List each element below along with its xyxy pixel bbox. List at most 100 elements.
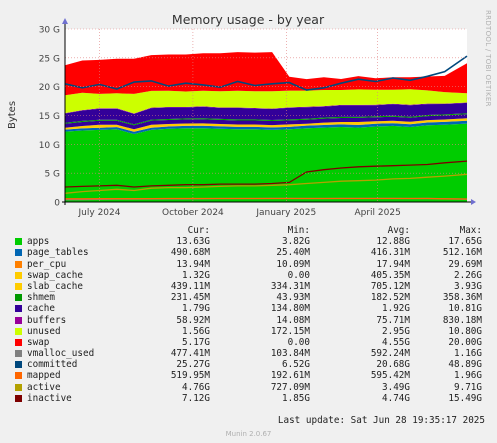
x-tick-label: July 2024 <box>78 208 121 218</box>
legend-min-value: 3.82G <box>282 236 310 248</box>
legend-label: committed <box>27 359 78 371</box>
legend-avg-value: 75.71M <box>376 314 410 326</box>
legend-row-buffers: buffers 58.92M 14.08M 75.71M 830.18M <box>12 315 486 326</box>
legend-avg-value: 592.24M <box>370 348 410 360</box>
legend-swatch <box>15 249 22 257</box>
area-swap-cache <box>65 118 467 132</box>
legend: Cur: Min: Avg: Max: apps 13.63G 3.82G 12.88… <box>12 225 486 404</box>
legend-row-per-cpu: per_cpu 13.94M 10.09M 17.94M 29.69M <box>12 259 486 270</box>
legend-swatch <box>15 394 22 402</box>
legend-avg-value: 12.88G <box>376 236 410 248</box>
legend-header-min: Min: <box>287 225 310 236</box>
y-tick-label: 30 G <box>39 26 60 36</box>
legend-header: Cur: Min: Avg: Max: <box>12 225 486 236</box>
legend-label: cache <box>27 303 55 315</box>
legend-label: page_tables <box>27 247 89 259</box>
legend-cur-value: 1.32G <box>182 269 210 281</box>
legend-cur-value: 13.94M <box>176 258 210 270</box>
legend-cur-value: 477.41M <box>170 348 210 360</box>
legend-row-cache: cache 1.79G 134.80M 1.92G 10.81G <box>12 303 486 314</box>
legend-swatch <box>15 316 22 324</box>
legend-header-max: Max: <box>459 225 482 236</box>
x-tick-label: April 2025 <box>354 208 400 218</box>
line-active <box>64 173 468 194</box>
legend-cur-value: 1.79G <box>182 303 210 315</box>
legend-label: swap <box>27 336 50 348</box>
legend-cur-value: 4.76G <box>182 381 210 393</box>
legend-avg-value: 17.94M <box>376 258 410 270</box>
legend-max-value: 48.89G <box>448 359 482 371</box>
legend-min-value: 103.84M <box>270 348 310 360</box>
legend-max-value: 9.71G <box>454 381 482 393</box>
legend-max-value: 2.26G <box>454 269 482 281</box>
legend-max-value: 1.96G <box>454 370 482 382</box>
legend-label: slab_cache <box>27 280 83 292</box>
legend-min-value: 172.15M <box>270 325 310 337</box>
legend-label: active <box>27 381 61 393</box>
legend-avg-value: 2.95G <box>382 325 410 337</box>
legend-cur-value: 1.56G <box>182 325 210 337</box>
legend-swatch <box>15 282 22 290</box>
legend-cur-value: 490.68M <box>170 247 210 259</box>
legend-swatch <box>15 361 22 369</box>
legend-cur-value: 439.11M <box>170 280 210 292</box>
legend-row-inactive: inactive 7.12G 1.85G 4.74G 15.49G <box>12 393 486 404</box>
legend-max-value: 358.36M <box>442 292 482 304</box>
legend-max-value: 830.18M <box>442 314 482 326</box>
legend-min-value: 192.61M <box>270 370 310 382</box>
legend-min-value: 43.93M <box>276 292 310 304</box>
area-unused <box>65 89 467 114</box>
legend-cur-value: 25.27G <box>176 359 210 371</box>
area-slab-cache <box>65 114 467 130</box>
legend-max-value: 10.81G <box>448 303 482 315</box>
chart-title: Memory usage - by year <box>172 12 325 27</box>
legend-min-value: 25.40M <box>276 247 310 259</box>
line-committed <box>64 55 468 91</box>
y-axis-label: Bytes <box>7 101 18 129</box>
legend-avg-value: 1.92G <box>382 303 410 315</box>
legend-row-vmalloc-used: vmalloc_used 477.41M 103.84M 592.24M 1.16G <box>12 348 486 359</box>
legend-avg-value: 20.68G <box>376 359 410 371</box>
legend-row-swap: swap 5.17G 0.00 4.55G 20.00G <box>12 337 486 348</box>
legend-max-value: 1.16G <box>454 348 482 360</box>
legend-max-value: 17.65G <box>448 236 482 248</box>
legend-row-active: active 4.76G 727.09M 3.49G 9.71G <box>12 382 486 393</box>
legend-cur-value: 13.63G <box>176 236 210 248</box>
y-tick-label: 15 G <box>39 112 60 122</box>
legend-cur-value: 231.45M <box>170 292 210 304</box>
legend-row-swap-cache: swap_cache 1.32G 0.00 405.35M 2.26G <box>12 270 486 281</box>
rrdtool-credit: RRDTOOL / TOBI OETIKER <box>484 10 492 107</box>
legend-avg-value: 3.49G <box>382 381 410 393</box>
legend-min-value: 334.31M <box>270 280 310 292</box>
legend-max-value: 29.69M <box>448 258 482 270</box>
x-tick-label: October 2024 <box>162 208 224 218</box>
legend-swatch <box>15 338 22 346</box>
area-page-tables <box>65 120 467 134</box>
legend-label: mapped <box>27 370 61 382</box>
legend-max-value: 512.16M <box>442 247 482 259</box>
munin-version: Munin 2.0.67 <box>225 430 272 438</box>
legend-label: shmem <box>27 292 55 304</box>
legend-label: inactive <box>27 392 72 404</box>
legend-label: vmalloc_used <box>27 348 95 360</box>
y-tick-label: 10 G <box>39 141 60 151</box>
last-update: Last update: Sat Jun 28 19:35:17 2025 <box>277 415 485 426</box>
legend-swatch <box>15 350 22 358</box>
legend-min-value: 10.09M <box>276 258 310 270</box>
legend-label: per_cpu <box>27 258 67 270</box>
legend-swatch <box>15 294 22 302</box>
legend-swatch <box>15 260 22 268</box>
legend-header-avg: Avg: <box>387 225 410 236</box>
legend-min-value: 14.08M <box>276 314 310 326</box>
legend-swatch <box>15 383 22 391</box>
legend-swatch <box>15 327 22 335</box>
legend-row-committed: committed 25.27G 6.52G 20.68G 48.89G <box>12 359 486 370</box>
legend-cur-value: 5.17G <box>182 336 210 348</box>
legend-row-page-tables: page_tables 490.68M 25.40M 416.31M 512.16M <box>12 247 486 258</box>
legend-swatch <box>15 372 22 380</box>
legend-row-slab-cache: slab_cache 439.11M 334.31M 705.12M 3.93G <box>12 281 486 292</box>
legend-avg-value: 182.52M <box>370 292 410 304</box>
legend-header-cur: Cur: <box>187 225 210 236</box>
legend-max-value: 15.49G <box>448 392 482 404</box>
legend-min-value: 134.80M <box>270 303 310 315</box>
